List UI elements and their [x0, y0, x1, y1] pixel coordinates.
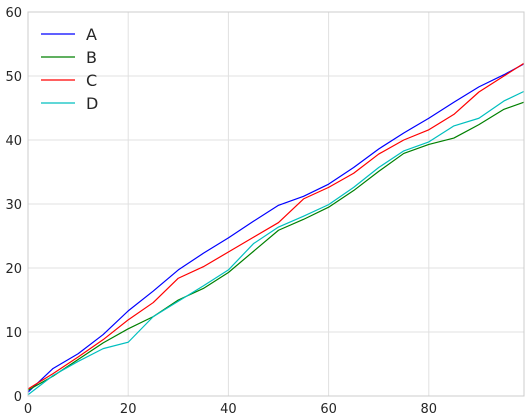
legend-label-d: D — [86, 94, 98, 113]
plot-frame — [27, 11, 525, 397]
series-line-a — [27, 63, 525, 393]
series-line-c — [27, 62, 525, 390]
y-tick-label: 0 — [14, 390, 22, 405]
y-tick-label: 30 — [5, 198, 22, 213]
series-line-d — [27, 90, 525, 396]
grid-lines — [27, 11, 524, 397]
legend-label-b: B — [86, 48, 97, 67]
x-tick-label: 20 — [120, 402, 137, 417]
x-tick-label: 40 — [220, 402, 237, 417]
y-tick-label: 50 — [5, 70, 22, 85]
y-tick-label: 60 — [5, 6, 22, 21]
y-tick-label: 20 — [5, 262, 22, 277]
series-line-b — [27, 101, 525, 391]
legend-label-c: C — [86, 71, 97, 90]
y-axis-tick-labels: 0 10 20 30 40 50 60 — [5, 6, 22, 405]
x-axis-tick-labels: 0 20 40 60 80 — [24, 402, 437, 417]
y-tick-label: 40 — [5, 134, 22, 149]
x-tick-label: 80 — [421, 402, 438, 417]
legend-label-a: A — [86, 25, 97, 44]
series-lines — [27, 62, 525, 396]
x-tick-label: 0 — [24, 402, 32, 417]
x-tick-label: 60 — [320, 402, 337, 417]
y-tick-label: 10 — [5, 326, 22, 341]
